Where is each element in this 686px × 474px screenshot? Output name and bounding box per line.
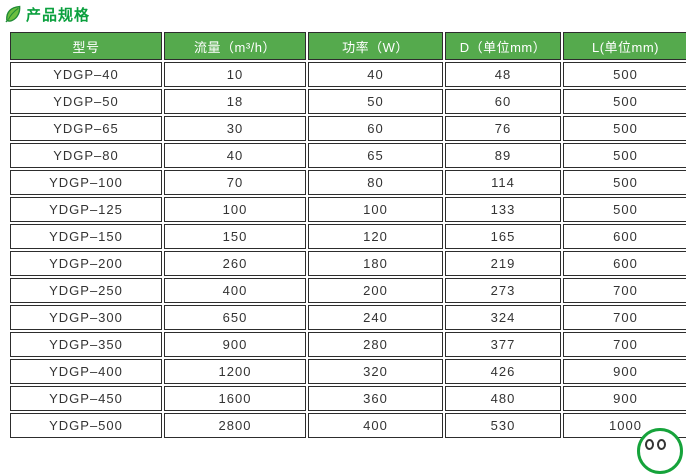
column-header-model: 型号 xyxy=(10,32,162,60)
table-row: YDGP–300 650 240 324 700 xyxy=(10,305,686,330)
table-cell: 219 xyxy=(445,251,561,276)
table-cell: 260 xyxy=(164,251,306,276)
table-cell: YDGP–80 xyxy=(10,143,162,168)
table-cell: 60 xyxy=(308,116,443,141)
table-cell: 377 xyxy=(445,332,561,357)
table-cell: 273 xyxy=(445,278,561,303)
table-row: YDGP–125 100 100 133 500 xyxy=(10,197,686,222)
table-row: YDGP–500 2800 400 530 1000 xyxy=(10,413,686,438)
table-cell: 280 xyxy=(308,332,443,357)
table-cell: 70 xyxy=(164,170,306,195)
table-cell: YDGP–400 xyxy=(10,359,162,384)
table-cell: 114 xyxy=(445,170,561,195)
table-cell: YDGP–65 xyxy=(10,116,162,141)
logo-letterform xyxy=(645,439,654,450)
table-cell: 426 xyxy=(445,359,561,384)
table-cell: 150 xyxy=(164,224,306,249)
table-cell: YDGP–100 xyxy=(10,170,162,195)
spec-table-body: YDGP–40 10 40 48 500 YDGP–50 18 50 60 500 YDGP–65 3… xyxy=(10,62,686,438)
table-cell: 100 xyxy=(308,197,443,222)
page-title: 产品规格 xyxy=(26,6,91,24)
table-cell: YDGP–350 xyxy=(10,332,162,357)
table-cell: 2800 xyxy=(164,413,306,438)
table-cell: 700 xyxy=(563,332,686,357)
table-cell: 1200 xyxy=(164,359,306,384)
table-cell: 324 xyxy=(445,305,561,330)
table-cell: 530 xyxy=(445,413,561,438)
table-row: YDGP–150 150 120 165 600 xyxy=(10,224,686,249)
partial-circular-logo xyxy=(637,428,683,474)
table-cell: 900 xyxy=(563,359,686,384)
product-spec-table: 型号 流量（m³/h） 功率（W） D（单位mm） L(单位mm) YDGP–4… xyxy=(8,30,686,440)
table-cell: YDGP–50 xyxy=(10,89,162,114)
table-row: YDGP–400 1200 320 426 900 xyxy=(10,359,686,384)
table-cell: 700 xyxy=(563,305,686,330)
table-cell: 900 xyxy=(164,332,306,357)
column-header-power: 功率（W） xyxy=(308,32,443,60)
table-cell: 76 xyxy=(445,116,561,141)
leaf-icon xyxy=(3,4,23,24)
table-cell: YDGP–200 xyxy=(10,251,162,276)
table-cell: YDGP–250 xyxy=(10,278,162,303)
table-cell: 10 xyxy=(164,62,306,87)
section-title-bar: 产品规格 xyxy=(3,2,90,26)
table-cell: 50 xyxy=(308,89,443,114)
table-cell: 133 xyxy=(445,197,561,222)
table-cell: 30 xyxy=(164,116,306,141)
column-header-flow: 流量（m³/h） xyxy=(164,32,306,60)
table-row: YDGP–80 40 65 89 500 xyxy=(10,143,686,168)
table-cell: YDGP–150 xyxy=(10,224,162,249)
table-row: YDGP–200 260 180 219 600 xyxy=(10,251,686,276)
table-cell: 165 xyxy=(445,224,561,249)
table-cell: YDGP–450 xyxy=(10,386,162,411)
table-cell: 65 xyxy=(308,143,443,168)
table-row: YDGP–450 1600 360 480 900 xyxy=(10,386,686,411)
table-cell: 360 xyxy=(308,386,443,411)
table-cell: 500 xyxy=(563,143,686,168)
table-cell: YDGP–125 xyxy=(10,197,162,222)
table-row: YDGP–100 70 80 114 500 xyxy=(10,170,686,195)
table-cell: 320 xyxy=(308,359,443,384)
table-cell: YDGP–40 xyxy=(10,62,162,87)
table-cell: 700 xyxy=(563,278,686,303)
table-cell: 180 xyxy=(308,251,443,276)
table-cell: 1000 xyxy=(563,413,686,438)
table-cell: 89 xyxy=(445,143,561,168)
table-cell: 500 xyxy=(563,116,686,141)
logo-letterform xyxy=(657,439,666,450)
table-cell: 1600 xyxy=(164,386,306,411)
table-cell: YDGP–500 xyxy=(10,413,162,438)
table-cell: 120 xyxy=(308,224,443,249)
table-cell: 200 xyxy=(308,278,443,303)
table-cell: 480 xyxy=(445,386,561,411)
table-row: YDGP–40 10 40 48 500 xyxy=(10,62,686,87)
column-header-d: D（单位mm） xyxy=(445,32,561,60)
table-cell: 400 xyxy=(308,413,443,438)
table-header-row: 型号 流量（m³/h） 功率（W） D（单位mm） L(单位mm) xyxy=(10,32,686,60)
table-cell: 500 xyxy=(563,62,686,87)
table-cell: 400 xyxy=(164,278,306,303)
table-cell: 650 xyxy=(164,305,306,330)
table-row: YDGP–65 30 60 76 500 xyxy=(10,116,686,141)
column-header-l: L(单位mm) xyxy=(563,32,686,60)
table-cell: 900 xyxy=(563,386,686,411)
table-cell: 500 xyxy=(563,89,686,114)
table-cell: 600 xyxy=(563,251,686,276)
table-cell: 48 xyxy=(445,62,561,87)
table-cell: 600 xyxy=(563,224,686,249)
table-row: YDGP–250 400 200 273 700 xyxy=(10,278,686,303)
table-cell: 40 xyxy=(164,143,306,168)
table-cell: 40 xyxy=(308,62,443,87)
table-cell: 60 xyxy=(445,89,561,114)
table-cell: 100 xyxy=(164,197,306,222)
table-cell: 240 xyxy=(308,305,443,330)
table-cell: 500 xyxy=(563,170,686,195)
table-cell: YDGP–300 xyxy=(10,305,162,330)
table-cell: 18 xyxy=(164,89,306,114)
table-cell: 80 xyxy=(308,170,443,195)
table-row: YDGP–350 900 280 377 700 xyxy=(10,332,686,357)
table-row: YDGP–50 18 50 60 500 xyxy=(10,89,686,114)
table-cell: 500 xyxy=(563,197,686,222)
